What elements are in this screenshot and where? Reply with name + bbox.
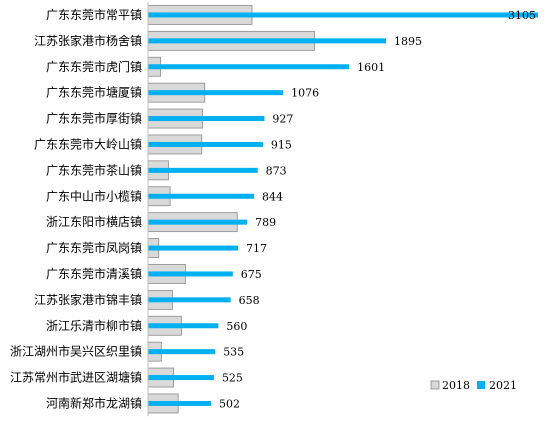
bar-2021 [148,323,219,329]
value-label: 844 [262,190,283,203]
bar-2021 [148,219,248,225]
category-label: 江苏张家港市锦丰镇 [34,292,142,307]
category-label: 广东东莞市茶山镇 [46,162,142,177]
bar-2021 [148,271,233,277]
bar-2021 [148,141,263,147]
series-2021-bars [148,12,538,406]
value-label: 560 [226,320,247,333]
value-label: 1076 [291,87,319,100]
category-label: 江苏常州市武进区湖塘镇 [10,370,142,385]
value-label: 915 [271,138,292,151]
legend: 2018 2021 [430,379,517,392]
bar-2021 [148,400,212,406]
category-label: 广东东莞市凤岗镇 [46,240,142,255]
category-label: 广东东莞市常平镇 [46,7,142,22]
value-label: 1601 [357,61,385,74]
bar-2021 [148,245,239,251]
category-labels: 广东东莞市常平镇江苏张家港市杨舍镇广东东莞市虎门镇广东东莞市塘厦镇广东东莞市厚街… [10,7,142,411]
value-label: 927 [272,113,293,126]
bar-2021 [148,167,258,173]
legend-label-2021: 2021 [489,379,517,392]
category-label: 浙江东阳市横店镇 [46,214,142,229]
legend-swatch-2018 [430,380,440,390]
value-label: 789 [255,216,276,229]
value-label: 873 [266,164,287,177]
value-label: 717 [246,242,267,255]
bar-2021 [148,116,265,122]
category-label: 河南新郑市龙湖镇 [46,395,142,410]
value-label: 502 [219,397,240,410]
bar-2021 [148,193,255,199]
value-label: 535 [223,346,244,359]
legend-label-2018: 2018 [442,379,470,392]
value-label: 675 [241,268,262,281]
category-label: 广东东莞市厚街镇 [46,111,142,126]
category-label: 浙江乐清市柳市镇 [46,318,142,333]
value-label: 658 [239,294,260,307]
category-label: 浙江湖州市吴兴区织里镇 [10,344,142,359]
value-label: 1895 [394,35,422,48]
category-label: 广东中山市小榄镇 [46,188,142,203]
value-labels: 3105 1895 1601 1076 927 915 873 844 789 717 675 658… [219,9,536,411]
bar-2021 [148,12,538,18]
category-label: 广东东莞市虎门镇 [46,59,142,74]
bar-2021 [148,38,387,44]
value-label: 525 [222,372,243,385]
category-label: 广东东莞市大岭山镇 [34,136,142,151]
category-label: 广东东莞市清溪镇 [46,266,142,281]
bar-2021 [148,297,231,303]
bar-2021 [148,375,214,381]
bar-2021 [148,64,350,70]
category-label: 江苏张家港市杨舍镇 [34,33,142,48]
value-label: 3105 [508,9,536,22]
category-label: 广东东莞市塘厦镇 [46,85,142,100]
bar-2021 [148,349,216,355]
legend-swatch-2021 [477,381,485,389]
bar-2021 [148,90,284,96]
